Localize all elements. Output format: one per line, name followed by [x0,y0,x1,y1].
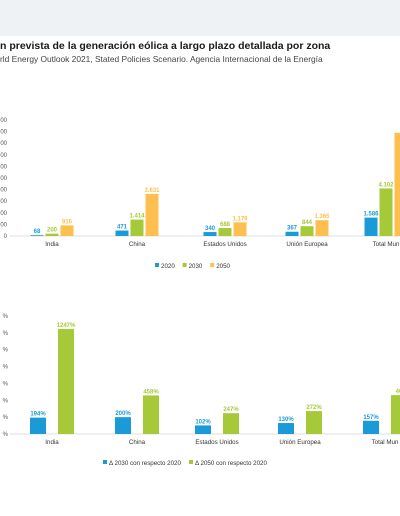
bar-2020-Estados-Unidos [203,232,217,236]
category-label: Unión Europea [279,439,321,446]
data-label: 3.631 [144,188,160,194]
category-label: Total Mun [372,439,399,446]
y-tick-label: % [3,381,9,387]
data-label: 367 [287,226,298,232]
data-label: 340 [205,226,216,232]
bar-2020-India [30,235,44,236]
y-tick-label: 00 [0,153,7,159]
data-label: 157% [363,415,379,421]
data-label: 1.179 [232,216,248,222]
bar--2050-con-respecto-2020-Unión-Europea [306,411,322,434]
bar-2050-China [145,193,159,236]
y-tick-label: % [3,365,9,371]
data-label: 688 [220,222,231,228]
category-label: Unión Europea [286,241,328,248]
y-tick-label: % [3,348,9,354]
bar-2020-Total-Mundo [364,217,378,236]
category-label: India [45,439,59,446]
bar-2050-Estados-Unidos [233,222,247,236]
data-label: 1.586 [363,212,379,218]
data-label: 1.414 [129,214,145,220]
category-label: Total Mun [373,241,400,248]
y-tick-label: 00 [0,199,7,205]
bar--2030-con-respecto-2020-Unión-Europea [278,423,294,434]
bar--2030-con-respecto-2020-Estados-Unidos [195,425,211,434]
category-label: India [45,241,59,248]
y-tick-label: 00 [0,164,7,170]
bar-2030-Unión-Europea [300,226,314,236]
bar--2050-con-respecto-2020-Estados-Unidos [223,413,239,434]
data-label: 102% [195,419,211,425]
bar-2050-Total-Mundo [394,132,400,236]
legend-label: 2030 [189,263,203,270]
data-label: 916 [62,219,73,225]
y-tick-label: % [3,398,9,404]
bar--2030-con-respecto-2020-China [115,417,131,434]
y-tick-label: 00 [0,211,7,217]
legend-label: Δ 2050 con respecto 2020 [195,460,267,467]
bar--2050-con-respecto-2020-China [143,395,159,434]
page-title: n prevista de la generación eólica a lar… [0,40,331,52]
legend-swatch [155,263,159,267]
bar--2030-con-respecto-2020-India [30,417,46,434]
y-tick-label: % [3,432,9,438]
bar-2050-India [60,225,74,236]
legend-swatch [103,460,107,464]
category-label: Estados Unidos [203,241,246,248]
y-tick-label: 0 [4,234,8,240]
legend-label: 2020 [161,263,175,270]
y-tick-label: % [3,314,9,320]
legend-label: Δ 2030 con respecto 2020 [109,460,181,467]
page-subtitle: rld Energy Outlook 2021, Stated Policies… [0,54,323,64]
data-label: 68 [34,229,41,235]
bar-2020-China [115,230,129,236]
y-tick-label: 00 [0,188,7,194]
legend-swatch [210,263,215,267]
bar-2050-Unión-Europea [315,220,329,236]
bar-2030-India [45,233,59,236]
data-label: 471 [117,225,128,231]
category-label: China [129,241,146,248]
category-label: China [129,439,146,446]
y-tick-label: 00 [0,222,7,228]
y-tick-label: % [3,331,9,337]
y-tick-label: 00 [0,176,7,182]
data-label: 1247% [57,323,76,329]
bar-2030-Total-Mundo [379,188,393,236]
data-label: 194% [30,412,46,418]
bar--2050-con-respecto-2020-India [58,328,74,434]
header-band [0,0,400,36]
legend-swatch [189,460,193,464]
y-tick-label: % [3,415,9,421]
bar--2050-con-respecto-2020-Total-Mundo [391,395,400,434]
bar-2030-China [130,219,144,236]
data-label: 844 [302,220,313,226]
y-tick-label: 00 [0,118,7,124]
category-label: Estados Unidos [195,439,238,446]
y-tick-label: 00 [0,130,7,136]
bar-2030-Estados-Unidos [218,228,232,236]
data-label: 46 [396,389,400,395]
data-label: 4.102 [378,182,394,188]
y-tick-label: 00 [0,141,7,147]
data-label: 1.365 [314,214,330,220]
legend-label: 2050 [216,263,230,270]
data-label: 247% [223,407,239,413]
legend-swatch [182,263,187,267]
data-label: 272% [306,405,322,411]
data-label: 200 [47,228,58,234]
data-label: 458% [143,389,159,395]
bar--2030-con-respecto-2020-Total-Mundo [363,420,379,434]
bar-2020-Unión-Europea [285,231,299,236]
data-label: 130% [278,417,294,423]
data-label: 200% [115,411,131,417]
